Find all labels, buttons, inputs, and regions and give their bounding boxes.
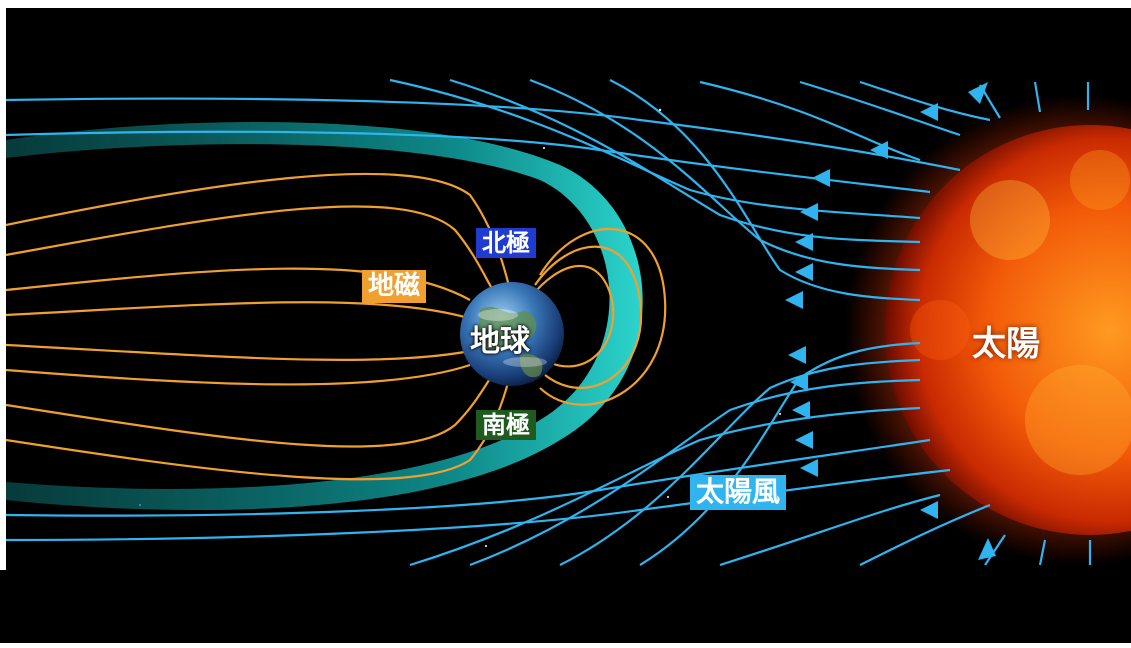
bottom-bar: [0, 570, 1131, 643]
sun-label: 太陽: [972, 316, 1040, 365]
solar-wind-label: 太陽風: [690, 475, 786, 510]
north-pole-label: 北極: [476, 228, 536, 258]
geomagnetism-label: 地磁: [362, 270, 426, 303]
south-pole-label: 南極: [476, 410, 536, 440]
earth-label: 地球: [470, 316, 530, 360]
